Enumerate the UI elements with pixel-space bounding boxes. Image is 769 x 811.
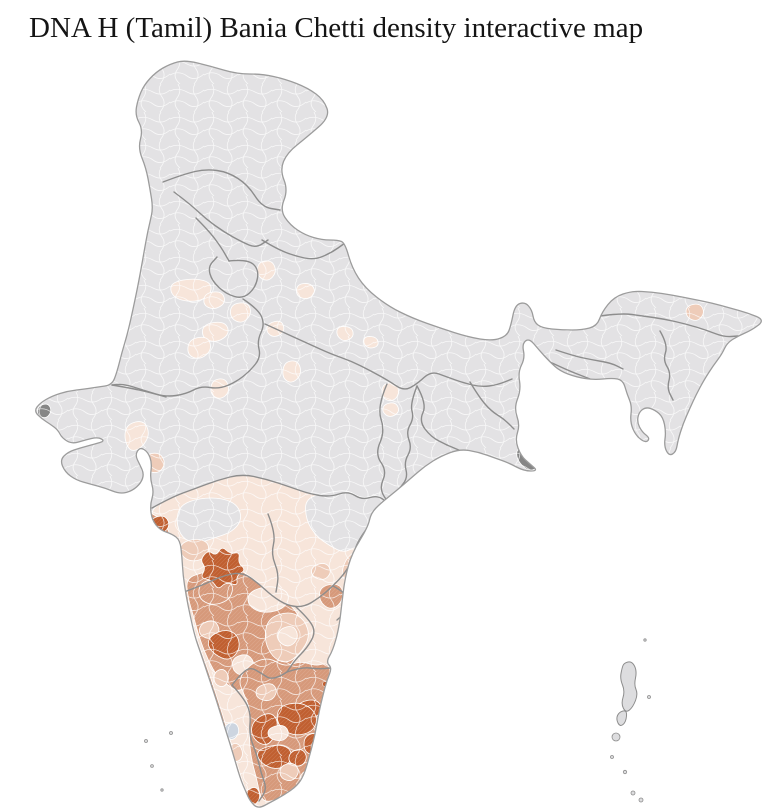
andaman-middle-island[interactable] [616, 710, 628, 726]
island-dot [622, 769, 628, 775]
island-dot [643, 638, 647, 642]
state-border-kerala-tn [231, 684, 266, 802]
state-border-karnataka-ap [286, 606, 315, 673]
state-border-naga-manipur [659, 330, 674, 401]
district-boundaries-layer [35, 61, 762, 808]
state-border-himachal-punjab [173, 191, 269, 247]
island-dot [150, 764, 154, 768]
island-dot [638, 797, 644, 803]
state-border-bihar-jharkhand [416, 385, 448, 446]
island-dot [169, 731, 173, 735]
state-border-kashmir-himachal [162, 169, 281, 211]
island-dot [611, 732, 621, 742]
state-border-punjab-haryana [195, 217, 230, 262]
island-dot [144, 739, 148, 743]
district-mesh [35, 61, 762, 808]
state-border-gujarat-rajasthan [111, 384, 167, 398]
state-border-haryana-loop [208, 256, 259, 298]
island-dot [647, 695, 651, 699]
island-dot [160, 788, 164, 792]
map-title: DNA H (Tamil) Bania Chetti density inter… [29, 12, 644, 44]
state-border-mh-ka-vertical [267, 513, 279, 593]
state-border-arunachal-assam [599, 313, 739, 338]
island-dot [610, 755, 614, 759]
state-border-mp-chhattisgarh [377, 383, 391, 506]
state-border-maharashtra-north [151, 474, 397, 516]
state-border-tn-ap [286, 667, 332, 673]
state-border-uttarakhand [261, 239, 346, 260]
island-dot [630, 790, 636, 796]
andaman-north-island[interactable] [620, 661, 638, 712]
country-outline-layer [35, 60, 762, 808]
islands-layer [144, 638, 651, 803]
state-border-bihar-wb [469, 381, 515, 430]
state-border-karnataka-kerala [231, 668, 288, 686]
state-border-meghalaya-north [555, 349, 624, 370]
state-border-chhattisgarh-odisha [389, 385, 418, 506]
india-coastline [35, 60, 762, 808]
